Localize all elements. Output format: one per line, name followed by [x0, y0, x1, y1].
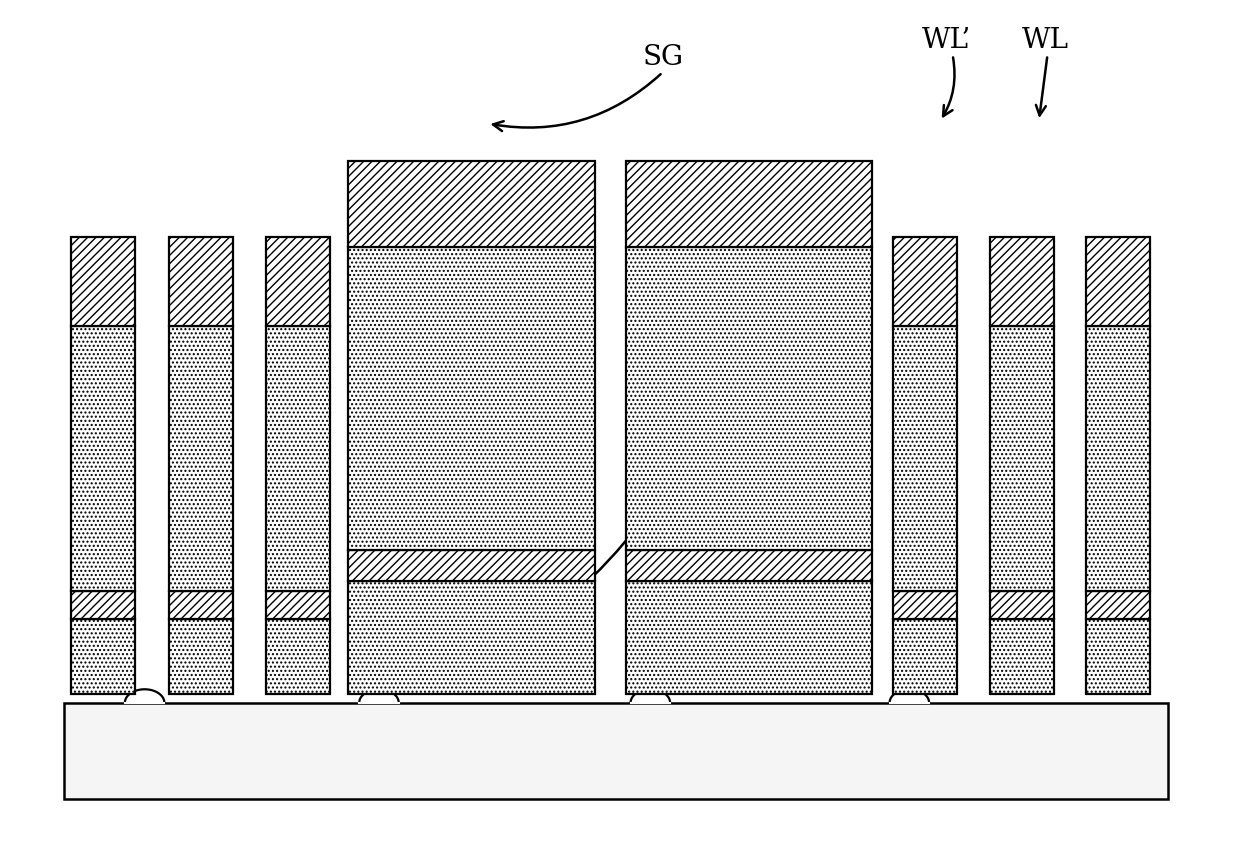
Polygon shape [631, 690, 670, 703]
Bar [893, 237, 958, 327]
Bar [990, 592, 1053, 619]
Bar [170, 592, 233, 619]
Bar [71, 619, 135, 695]
Bar [64, 703, 1168, 799]
Bar [71, 592, 135, 619]
Bar [893, 327, 958, 592]
Text: 10: 10 [712, 316, 748, 344]
Polygon shape [125, 690, 165, 703]
Bar [71, 327, 135, 592]
Bar [893, 619, 958, 695]
Polygon shape [890, 690, 929, 703]
Text: WL’: WL’ [922, 27, 971, 54]
Bar [348, 247, 595, 551]
Bar [626, 162, 872, 247]
Bar [170, 237, 233, 327]
Bar [265, 619, 330, 695]
Bar [71, 237, 135, 327]
Bar [348, 582, 595, 695]
Bar [348, 162, 595, 247]
Bar [348, 551, 595, 582]
Bar [1085, 237, 1150, 327]
Text: WL: WL [1021, 27, 1068, 54]
Bar [990, 619, 1053, 695]
Bar [626, 582, 872, 695]
Bar [990, 327, 1053, 592]
Bar [893, 592, 958, 619]
Bar [1085, 619, 1150, 695]
Bar [626, 247, 872, 551]
Polygon shape [359, 690, 399, 703]
Text: SG: SG [642, 44, 683, 71]
Bar [626, 551, 872, 582]
Bar [990, 237, 1053, 327]
Bar [170, 327, 233, 592]
Bar [170, 619, 233, 695]
Bar [265, 237, 330, 327]
Bar [1085, 327, 1150, 592]
Bar [265, 592, 330, 619]
Bar [265, 327, 330, 592]
Bar [1085, 592, 1150, 619]
